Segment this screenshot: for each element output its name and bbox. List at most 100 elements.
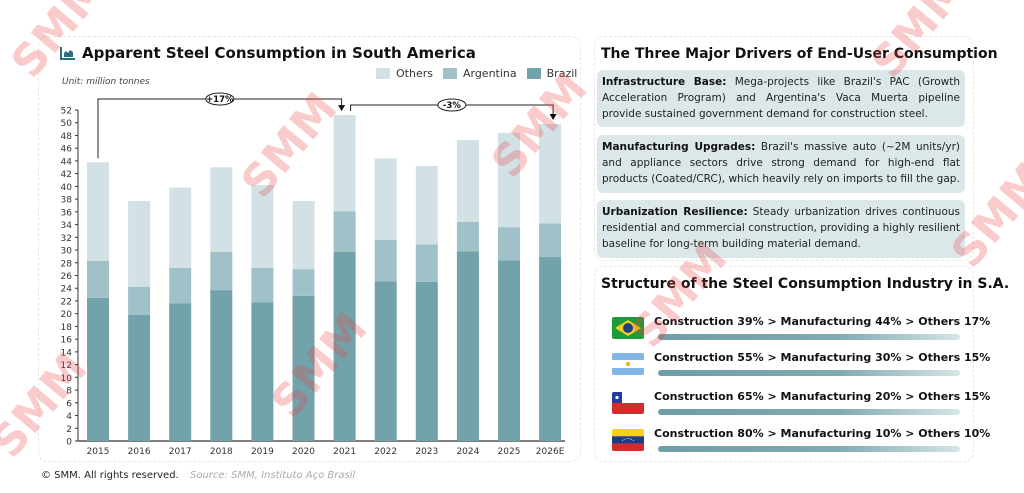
bar-argentina-2023 bbox=[415, 244, 438, 282]
structure-text: Construction 55% > Manufacturing 30% > O… bbox=[654, 351, 991, 364]
driver-card-infrastructure: Infrastructure Base: Mega-projects like … bbox=[597, 70, 965, 127]
y-tick-label: 18 bbox=[61, 323, 73, 333]
bar-brazil-2016 bbox=[128, 314, 151, 441]
chart-title: Apparent Steel Consumption in South Amer… bbox=[60, 44, 476, 62]
annotation-badge bbox=[437, 98, 467, 112]
structure-text: Construction 80% > Manufacturing 10% > O… bbox=[654, 427, 991, 440]
structure-bar bbox=[658, 334, 960, 340]
legend-label: Argentina bbox=[462, 67, 517, 80]
x-tick-label: 2026E bbox=[536, 447, 565, 457]
x-tick-label: 2015 bbox=[87, 447, 110, 457]
bar-others-2018 bbox=[210, 167, 233, 252]
structure-panel bbox=[594, 266, 974, 462]
annotation-arrow bbox=[338, 105, 346, 112]
structure-row-argentina: Construction 55% > Manufacturing 30% > O… bbox=[612, 351, 990, 381]
bar-argentina-2018 bbox=[210, 251, 233, 291]
y-tick-label: 36 bbox=[61, 208, 73, 218]
area-chart-icon bbox=[60, 47, 75, 60]
structure-text: Construction 39% > Manufacturing 44% > O… bbox=[654, 315, 991, 328]
x-tick-label: 2025 bbox=[498, 447, 521, 457]
x-tick-label: 2021 bbox=[333, 447, 356, 457]
y-tick-label: 32 bbox=[61, 234, 72, 244]
bar-argentina-2015 bbox=[87, 260, 109, 298]
bar-brazil-2023 bbox=[415, 281, 438, 441]
x-tick-label: 2016 bbox=[128, 447, 151, 457]
annotation-badge bbox=[205, 92, 235, 106]
bar-others-2022 bbox=[374, 158, 397, 240]
x-tick-label: 2020 bbox=[292, 447, 315, 457]
legend-swatch bbox=[526, 68, 541, 79]
y-tick-label: 2 bbox=[66, 425, 72, 435]
annotation-label: -3% bbox=[443, 101, 461, 111]
annotation-arrow bbox=[549, 114, 557, 121]
y-tick-label: 14 bbox=[61, 348, 73, 358]
driver-card-urbanization: Urbanization Resilience: Steady urbaniza… bbox=[597, 200, 965, 258]
y-tick-label: 6 bbox=[66, 399, 72, 409]
y-tick-label: 34 bbox=[61, 221, 73, 231]
chart-title-text: Apparent Steel Consumption in South Amer… bbox=[82, 44, 476, 62]
driver-text: Mega-projects like Brazil's PAC (Growth … bbox=[602, 76, 961, 120]
y-tick-label: 20 bbox=[61, 310, 73, 320]
y-tick-label: 10 bbox=[61, 374, 73, 384]
y-tick-label: 40 bbox=[61, 183, 73, 193]
bar-brazil-2019 bbox=[251, 302, 274, 441]
venezuela-flag-icon bbox=[612, 429, 644, 451]
bar-others-2023 bbox=[415, 166, 438, 245]
source-text: Source: SMM, Instituto Aço Brasil bbox=[190, 470, 356, 481]
structure-row-venezuela: Construction 80% > Manufacturing 10% > O… bbox=[612, 427, 990, 457]
bar-others-2026E bbox=[539, 124, 562, 224]
x-tick-label: 2023 bbox=[415, 447, 438, 457]
y-tick-label: 16 bbox=[61, 336, 73, 346]
bar-others-2017 bbox=[169, 187, 192, 268]
legend-label: Others bbox=[396, 67, 433, 80]
x-tick-label: 2019 bbox=[251, 447, 274, 457]
structure-row-brazil: Construction 39% > Manufacturing 44% > O… bbox=[612, 315, 990, 345]
bar-brazil-2022 bbox=[374, 281, 397, 441]
bar-others-2021 bbox=[333, 115, 356, 212]
y-tick-label: 46 bbox=[61, 145, 73, 155]
bar-argentina-2017 bbox=[169, 267, 192, 304]
legend-item-brazil: Brazil bbox=[526, 67, 578, 80]
legend-swatch bbox=[442, 68, 457, 79]
driver-heading: Manufacturing Upgrades: bbox=[602, 141, 756, 153]
y-tick-label: 52 bbox=[61, 107, 72, 117]
bar-argentina-2019 bbox=[251, 267, 274, 303]
bar-brazil-2020 bbox=[292, 295, 315, 441]
legend-label: Brazil bbox=[546, 67, 578, 80]
annotation-label: +17% bbox=[206, 95, 234, 105]
driver-heading: Infrastructure Base: bbox=[602, 76, 727, 88]
y-tick-label: 38 bbox=[61, 196, 73, 206]
bar-brazil-2025 bbox=[498, 260, 520, 441]
y-tick-label: 12 bbox=[61, 361, 72, 371]
y-tick-label: 30 bbox=[61, 247, 73, 257]
bar-others-2015 bbox=[87, 162, 109, 261]
brazil-flag-icon bbox=[612, 317, 644, 339]
structure-text: Construction 65% > Manufacturing 20% > O… bbox=[654, 390, 991, 403]
x-tick-label: 2017 bbox=[169, 447, 192, 457]
bar-brazil-2026E bbox=[539, 257, 562, 441]
y-tick-label: 48 bbox=[61, 132, 73, 142]
bar-others-2020 bbox=[292, 201, 315, 270]
bar-others-2016 bbox=[128, 201, 151, 287]
structure-row-chile: Construction 65% > Manufacturing 20% > O… bbox=[612, 390, 990, 420]
bar-brazil-2017 bbox=[169, 303, 192, 441]
y-tick-label: 26 bbox=[61, 272, 73, 282]
legend-swatch bbox=[376, 68, 390, 79]
y-tick-label: 50 bbox=[61, 119, 73, 129]
y-tick-label: 0 bbox=[66, 438, 72, 448]
bar-argentina-2026E bbox=[539, 223, 562, 258]
driver-heading: Urbanization Resilience: bbox=[602, 206, 748, 218]
bar-argentina-2022 bbox=[374, 239, 397, 282]
chart-legend: Others Argentina Brazil bbox=[376, 67, 577, 80]
y-tick-label: 4 bbox=[66, 412, 72, 422]
bar-brazil-2015 bbox=[87, 297, 109, 441]
bar-argentina-2025 bbox=[498, 227, 520, 261]
y-tick-label: 28 bbox=[61, 259, 73, 269]
y-tick-label: 24 bbox=[61, 285, 73, 295]
x-tick-label: 2024 bbox=[456, 447, 479, 457]
y-tick-label: 42 bbox=[61, 170, 72, 180]
bar-brazil-2024 bbox=[456, 251, 479, 441]
x-tick-label: 2018 bbox=[210, 447, 233, 457]
legend-item-others: Others bbox=[376, 67, 433, 80]
